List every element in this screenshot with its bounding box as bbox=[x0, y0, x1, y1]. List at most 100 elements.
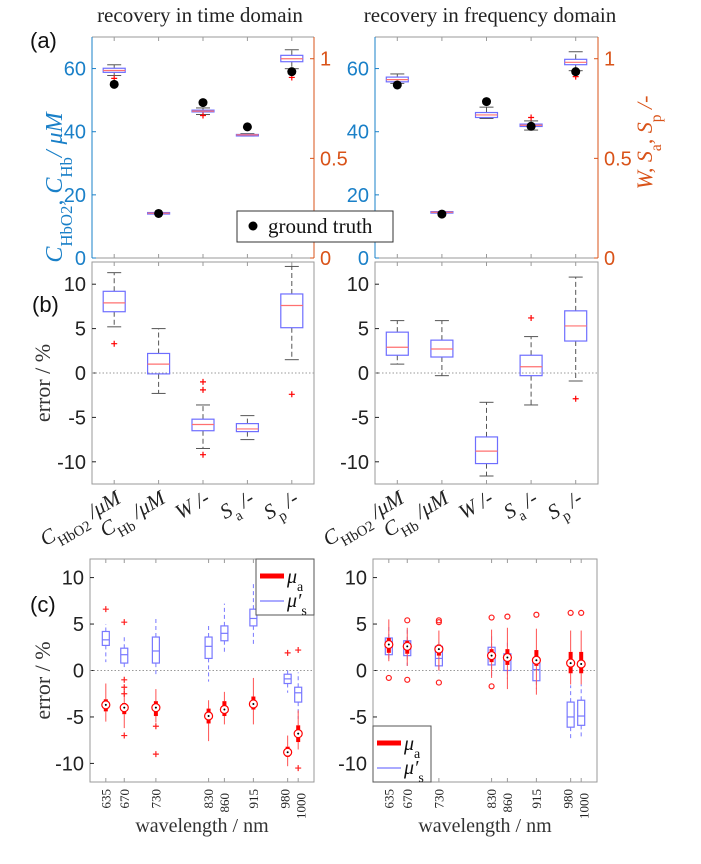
ground-truth-marker bbox=[392, 80, 402, 90]
outlier bbox=[488, 614, 495, 621]
y-tick-label: 5 bbox=[356, 614, 367, 636]
x-tick-label: 915 bbox=[246, 789, 261, 809]
mu-s-box-0 bbox=[101, 624, 110, 663]
box-body bbox=[120, 647, 129, 664]
box-body bbox=[294, 686, 303, 703]
ground-truth-marker bbox=[198, 98, 208, 108]
subscript: Hb bbox=[398, 518, 422, 541]
box-body bbox=[102, 290, 126, 313]
x-tick-label: 670 bbox=[400, 789, 415, 809]
x-tick-label: 730 bbox=[148, 789, 163, 809]
mu-a-box-3 bbox=[486, 614, 497, 690]
mu-s-box-7 bbox=[577, 684, 586, 739]
label-part: C bbox=[42, 246, 68, 263]
y-axis-label: error / % bbox=[30, 641, 55, 719]
subscript: a bbox=[297, 580, 304, 595]
panel-label-c: (c) bbox=[30, 592, 56, 617]
subscript: Hb bbox=[57, 157, 76, 178]
outlier bbox=[385, 674, 392, 682]
legend-mu-s-label: μ′s bbox=[286, 590, 307, 619]
legend-box bbox=[236, 210, 394, 243]
x-axis-label: wavelength / nm bbox=[418, 815, 552, 837]
mu-a-box-5 bbox=[531, 611, 541, 695]
legend: μaμ′s bbox=[255, 558, 315, 619]
y-tick-label: 0.5 bbox=[604, 148, 632, 170]
y-tick-label: -10 bbox=[338, 753, 367, 775]
outlier bbox=[121, 619, 128, 626]
y-tick-label: 1 bbox=[320, 49, 331, 71]
legend-label: ground truth bbox=[268, 214, 373, 238]
outlier bbox=[121, 684, 128, 691]
outlier bbox=[404, 676, 411, 683]
box-body bbox=[235, 423, 259, 433]
y-tick-label: -10 bbox=[340, 452, 369, 474]
box-2 bbox=[191, 98, 215, 119]
mu-s-box-6 bbox=[566, 685, 575, 740]
outlier bbox=[504, 613, 511, 620]
x-axis-label: wavelength / nm bbox=[135, 815, 269, 837]
x-tick-label: 670 bbox=[117, 789, 132, 809]
median-dot bbox=[506, 656, 509, 659]
y-tick-label: 0 bbox=[356, 661, 367, 683]
y-tick-label: 0 bbox=[75, 363, 86, 385]
median-dot bbox=[490, 654, 493, 657]
outlier bbox=[152, 723, 159, 730]
x-category-label: CHbO2 /μM bbox=[319, 485, 413, 557]
outlier bbox=[295, 765, 302, 772]
outlier bbox=[200, 386, 206, 393]
x-tick-label: 1000 bbox=[293, 793, 308, 819]
median-dot bbox=[207, 715, 210, 718]
mu-a-box-1 bbox=[402, 617, 412, 683]
box-1 bbox=[147, 208, 171, 218]
x-category-label: Sp /- bbox=[259, 486, 306, 531]
y-tick-label: 0 bbox=[604, 248, 615, 270]
box-4 bbox=[280, 49, 304, 81]
mu-a-box-3 bbox=[203, 700, 214, 742]
outlier bbox=[567, 609, 574, 616]
ground-truth-marker bbox=[242, 122, 252, 132]
median-dot bbox=[286, 751, 289, 754]
panel-a-time: 0 20 40 60 0 0.5 1 CHbO2, CHb/ μM bbox=[42, 36, 348, 270]
y-tick-label: -5 bbox=[66, 707, 84, 729]
y-tick-label: -5 bbox=[349, 707, 367, 729]
subscript: s bbox=[418, 771, 423, 786]
subscript: p bbox=[648, 114, 665, 122]
outlier bbox=[572, 395, 579, 402]
x-category-label: W /- bbox=[171, 486, 214, 525]
y-tick-label: 0 bbox=[75, 248, 86, 270]
box-body bbox=[474, 436, 499, 465]
y-axis-label-right: W, Sa, Sp /- bbox=[632, 96, 665, 190]
x-tick-label: 980 bbox=[560, 789, 575, 809]
median-dot bbox=[387, 643, 390, 646]
outlier bbox=[121, 690, 128, 697]
x-tick-label: 860 bbox=[500, 793, 515, 813]
y-tick-label: 0 bbox=[320, 248, 331, 270]
outlier bbox=[121, 732, 128, 739]
ground-truth-marker bbox=[437, 209, 447, 219]
box-2 bbox=[191, 378, 215, 458]
label-part: W, S bbox=[632, 151, 657, 189]
label-part: , S bbox=[632, 122, 657, 144]
box-0 bbox=[102, 272, 126, 347]
y-tick-label: 0 bbox=[73, 661, 84, 683]
outlier bbox=[488, 683, 495, 690]
outlier bbox=[102, 606, 109, 613]
panel-label-b: (b) bbox=[32, 292, 59, 317]
mu-a-box-6 bbox=[283, 649, 293, 767]
legend-box bbox=[255, 558, 315, 616]
x-tick-label: 980 bbox=[277, 789, 292, 809]
ground-truth-marker bbox=[154, 208, 164, 218]
mu-s-box-1 bbox=[120, 634, 129, 669]
box-1 bbox=[147, 328, 171, 394]
y-tick-label: 0 bbox=[358, 248, 369, 270]
label-part: μ′ bbox=[403, 757, 419, 779]
panel-c-frequency: -10 -5 0 5 10 635 670 730 830 860 915 980 1000 wavele… bbox=[338, 558, 598, 837]
outlier bbox=[288, 391, 295, 398]
mu-s-box-2 bbox=[151, 617, 160, 676]
legend-box bbox=[372, 725, 432, 783]
x-tick-label: 730 bbox=[431, 789, 446, 809]
median-dot bbox=[569, 662, 572, 665]
